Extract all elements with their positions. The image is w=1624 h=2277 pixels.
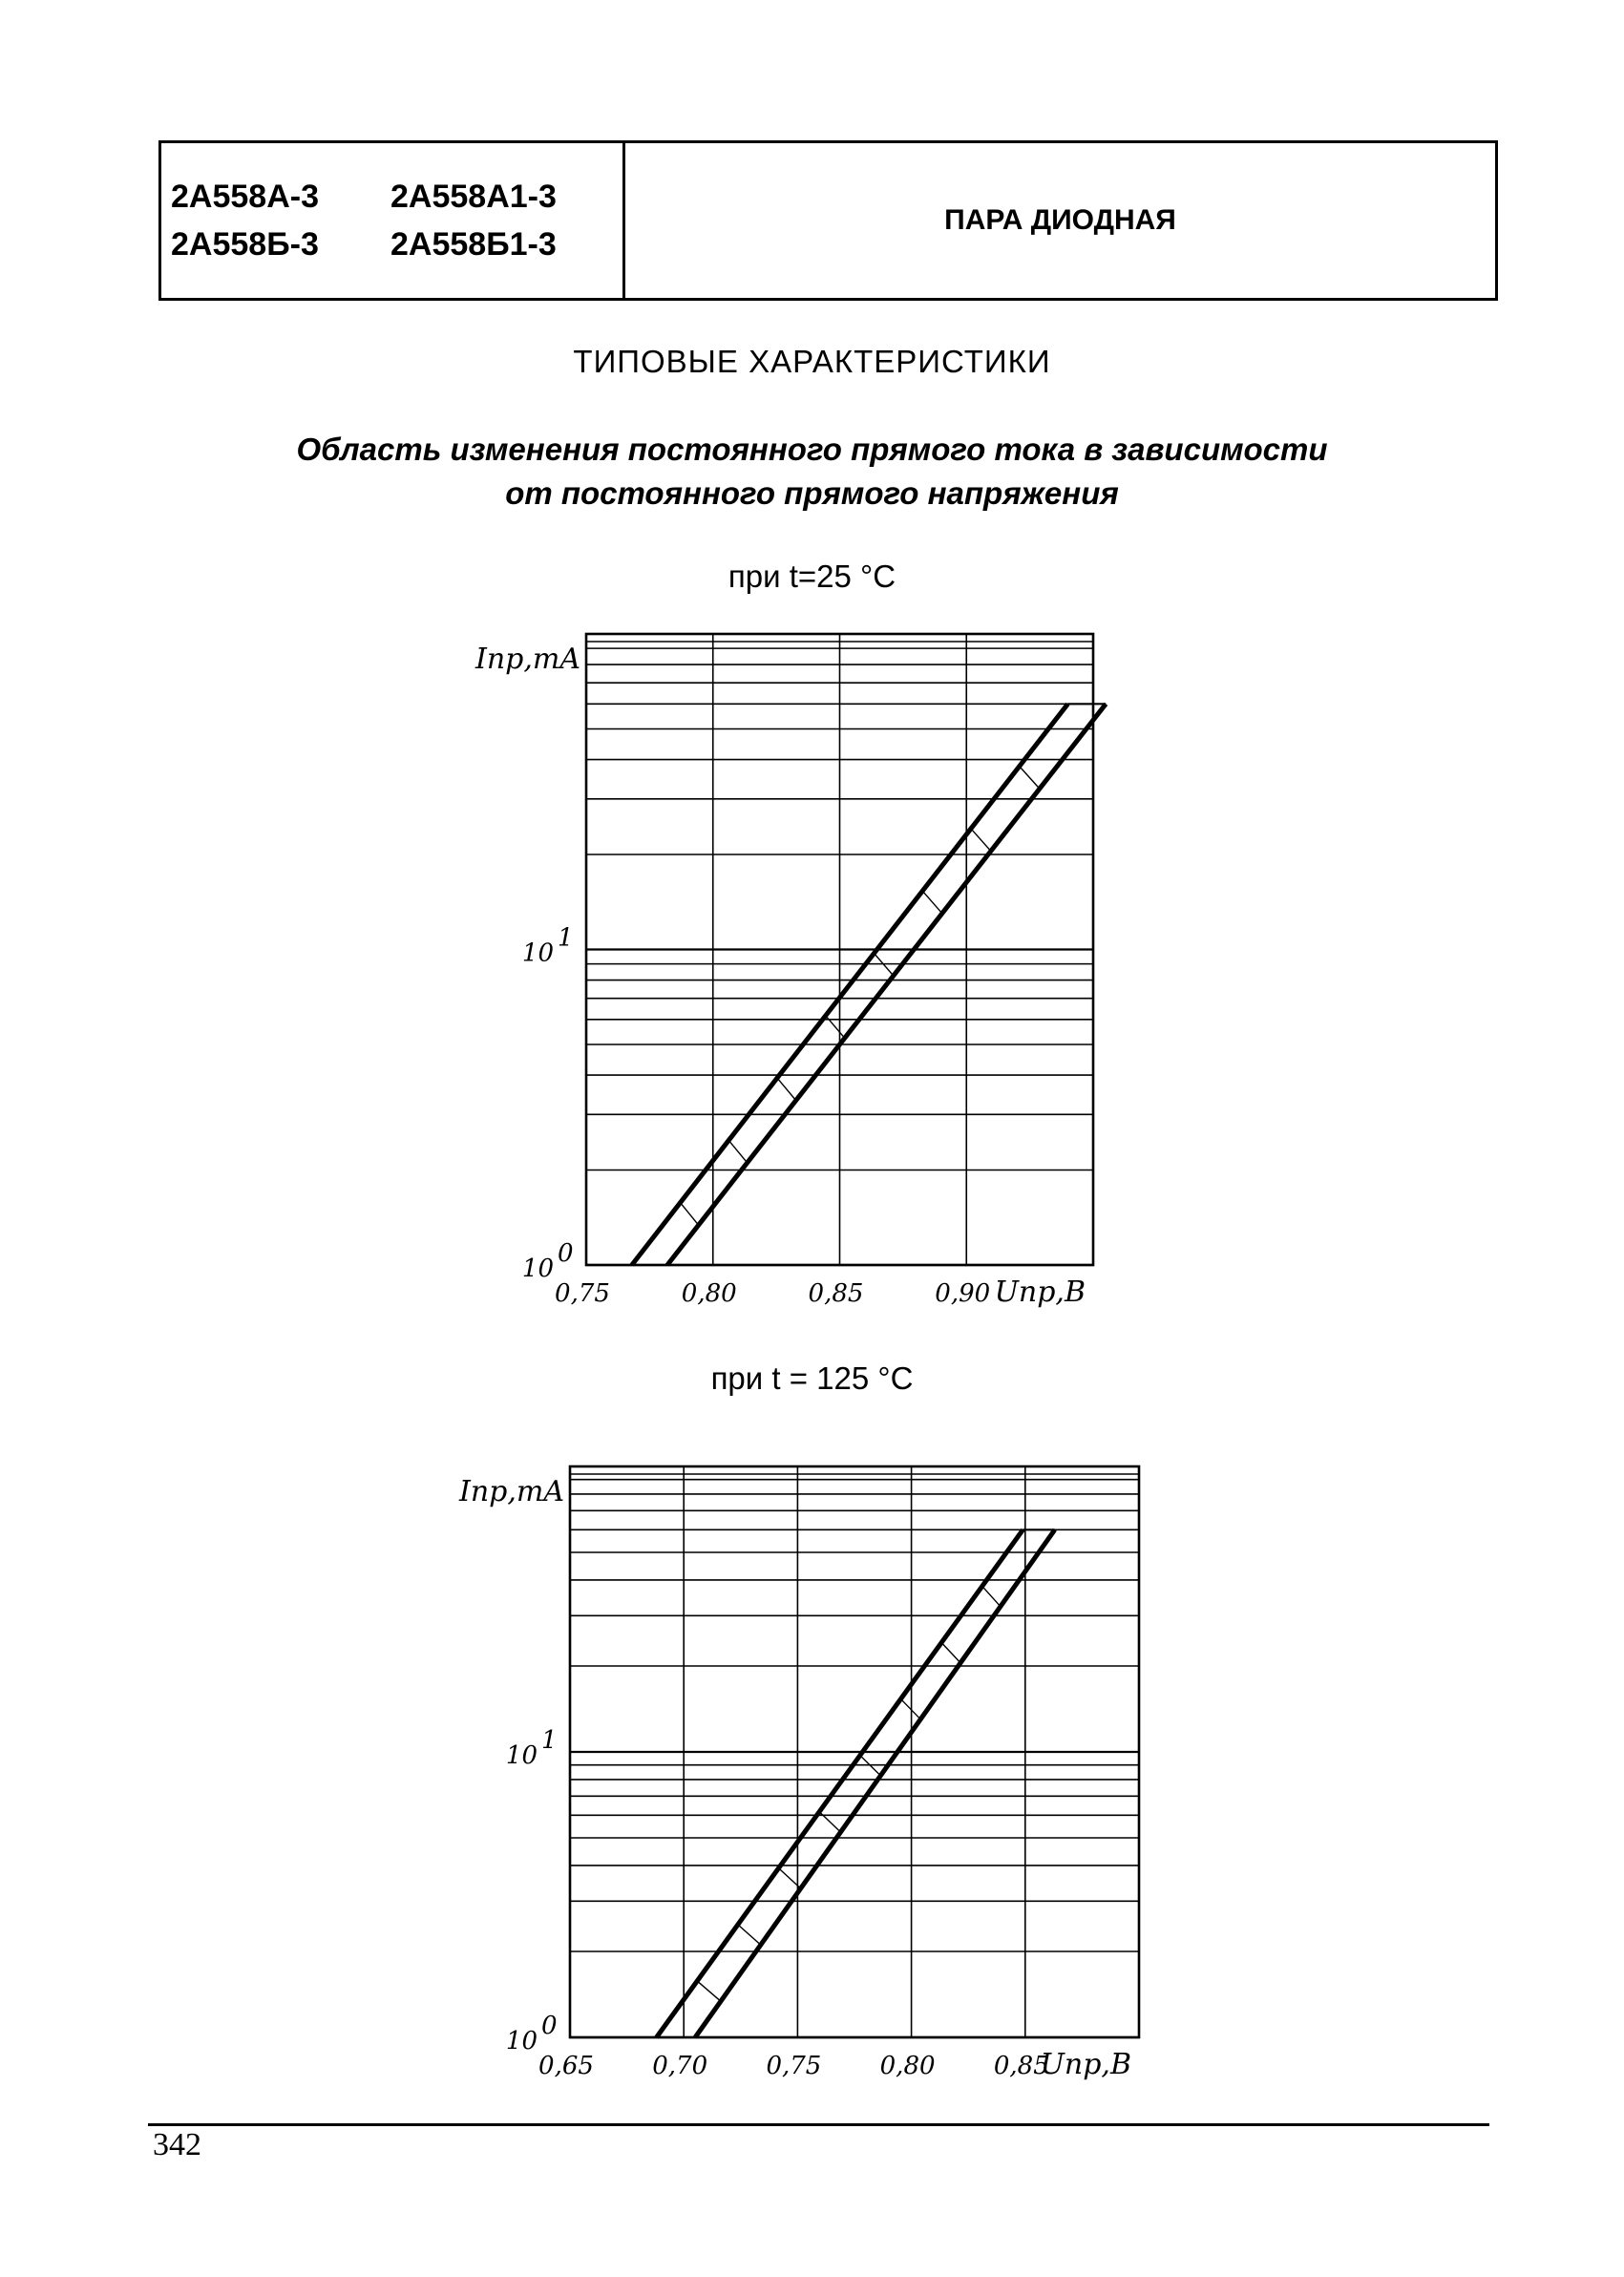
y-tick-exponent: 0 (541, 2012, 558, 2040)
band-lower-edge (693, 1528, 1057, 2039)
section-title: ТИПОВЫЕ ХАРАКТЕРИСТИКИ (573, 344, 1051, 379)
hatch-line (873, 953, 895, 977)
y-axis-label: Iпр,mA (458, 1475, 564, 1508)
header-codes-row: 2А558А-3 2А558А1-3 (171, 173, 622, 221)
hatch-line (696, 1980, 722, 2002)
plot-frame (584, 632, 1095, 1267)
hatch-line (899, 1698, 921, 1720)
x-axis-label: Uпр,В (1041, 2048, 1131, 2081)
device-code: 2А558А-3 (171, 179, 319, 215)
band-upper-edge (629, 702, 1070, 1267)
y-tick-label: 10 (506, 1741, 538, 1770)
hatch-line (940, 1642, 961, 1664)
hatch-line (859, 1755, 881, 1777)
x-tick-label: 0,65 (538, 2052, 594, 2080)
y-axis-label: Iпр,mA (475, 643, 580, 676)
figure-title-line: от постоянного прямого напряжения (505, 475, 1119, 511)
header-codes-row: 2А558Б-3 2А558Б1-3 (171, 221, 622, 268)
header-box: 2А558А-3 2А558А1-3 2А558Б-3 2А558Б1-3 ПА… (158, 140, 1498, 301)
device-code: 2А558А1-3 (390, 179, 557, 215)
x-tick-label: 0,90 (935, 1279, 990, 1308)
x-tick-label: 0,85 (994, 2052, 1049, 2080)
hatch-line (679, 1202, 700, 1226)
page-number: 342 (153, 2127, 201, 2162)
x-tick-label: 0,75 (766, 2052, 821, 2080)
device-code: 2А558Б1-3 (390, 226, 557, 263)
x-tick-label: 0,70 (652, 2052, 707, 2080)
hatch-line (981, 1585, 1002, 1608)
hatch-line (778, 1867, 802, 1889)
y-tick-label: 10 (522, 939, 554, 968)
figure-title-line: Область изменения постоянного прямого то… (296, 432, 1328, 467)
x-tick-label: 0,80 (682, 1279, 737, 1308)
footer-rule (148, 2123, 1489, 2126)
y-tick-exponent: 1 (558, 924, 574, 953)
y-tick-exponent: 0 (558, 1239, 574, 1268)
hatch-line (737, 1924, 762, 1946)
hatch-line (825, 1015, 846, 1039)
band-lower-edge (664, 702, 1108, 1267)
y-tick-exponent: 1 (541, 1726, 558, 1755)
y-tick-label: 10 (506, 2027, 538, 2056)
chart-condition-25c: при t=25 °C (728, 559, 896, 594)
x-tick-label: 0,75 (555, 1279, 610, 1308)
band-upper-edge (654, 1528, 1025, 2039)
device-code: 2А558Б-3 (171, 226, 319, 263)
x-tick-label: 0,85 (809, 1279, 864, 1308)
hatch-line (818, 1811, 841, 1833)
plot-frame (568, 1465, 1141, 2039)
hatch-line (921, 890, 943, 915)
x-tick-label: 0,80 (880, 2052, 936, 2080)
hatch-line (1019, 766, 1041, 790)
hatch-line (970, 828, 992, 852)
chart-condition-125c: при t = 125 °C (710, 1360, 914, 1396)
hatch-line (728, 1139, 749, 1164)
hatch-line (776, 1077, 797, 1102)
y-tick-label: 10 (522, 1254, 554, 1283)
header-codes: 2А558А-3 2А558А1-3 2А558Б-3 2А558Б1-3 (161, 143, 625, 298)
header-title: ПАРА ДИОДНАЯ (944, 204, 1176, 236)
x-axis-label: Uпр,В (995, 1276, 1086, 1309)
figure-title: Область изменения постоянного прямого то… (0, 428, 1624, 516)
